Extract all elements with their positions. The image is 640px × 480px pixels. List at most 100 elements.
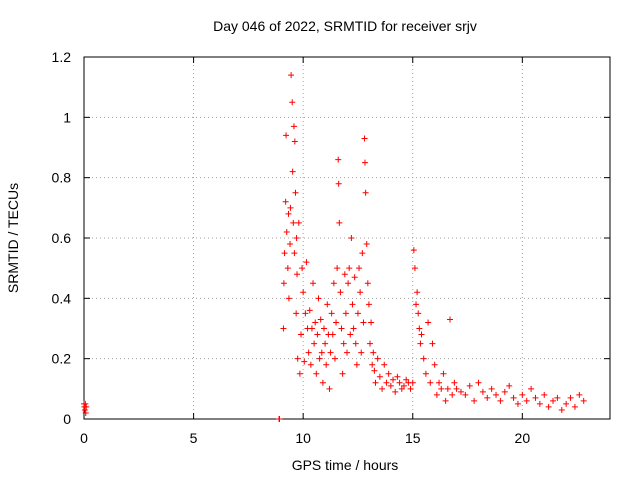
- data-point: [447, 316, 454, 323]
- data-point: [363, 241, 370, 248]
- data-point: [333, 319, 340, 326]
- data-point: [322, 340, 329, 347]
- data-point: [523, 397, 530, 404]
- data-point: [415, 310, 422, 317]
- data-point: [413, 301, 420, 308]
- y-axis-label: SRMTID / TECUs: [5, 183, 21, 293]
- data-point: [311, 340, 318, 347]
- data-point: [297, 331, 304, 338]
- data-point: [291, 138, 298, 145]
- data-point: [510, 394, 517, 401]
- data-point: [313, 370, 320, 377]
- data-point: [418, 331, 425, 338]
- data-point: [479, 388, 486, 395]
- data-point: [353, 361, 360, 368]
- data-point: [471, 397, 478, 404]
- data-point: [466, 382, 473, 389]
- data-point: [554, 394, 561, 401]
- data-point: [336, 219, 343, 226]
- data-point: [444, 385, 451, 392]
- data-point: [372, 379, 379, 386]
- data-point: [364, 280, 371, 287]
- data-point: [281, 250, 288, 257]
- data-point: [356, 265, 363, 272]
- data-point: [381, 361, 388, 368]
- data-point: [82, 400, 89, 407]
- data-point: [318, 349, 325, 356]
- y-tick-label: 0.2: [52, 351, 72, 367]
- data-point: [335, 156, 342, 163]
- data-point: [293, 235, 300, 241]
- data-point: [563, 400, 570, 407]
- data-point: [319, 379, 326, 386]
- data-point: [284, 265, 291, 272]
- data-point: [292, 189, 299, 196]
- data-point: [361, 159, 368, 166]
- data-point: [362, 189, 369, 196]
- data-point: [475, 379, 482, 386]
- data-point: [306, 307, 313, 314]
- data-point: [339, 370, 346, 377]
- data-point: [371, 367, 378, 374]
- data-point: [407, 385, 414, 392]
- data-point: [484, 394, 491, 401]
- data-point: [307, 361, 314, 368]
- data-point: [301, 358, 308, 365]
- data-point: [331, 355, 338, 362]
- data-point: [440, 370, 447, 377]
- data-point: [541, 391, 548, 398]
- data-point: [303, 259, 310, 266]
- data-point: [368, 319, 375, 326]
- data-point: [558, 406, 565, 413]
- data-point: [329, 331, 336, 338]
- data-point: [288, 72, 295, 79]
- data-point: [324, 301, 331, 308]
- data-point: [385, 370, 392, 377]
- data-point: [283, 132, 290, 139]
- data-point: [291, 250, 298, 257]
- data-point: [416, 325, 423, 332]
- data-point: [359, 250, 366, 257]
- data-point: [293, 310, 300, 317]
- data-point: [360, 319, 367, 326]
- data-point: [308, 325, 315, 332]
- data-point: [314, 331, 321, 338]
- data-point: [433, 391, 440, 398]
- data-point: [276, 416, 283, 422]
- data-point: [338, 325, 345, 332]
- x-tick-label: 15: [405, 430, 421, 446]
- data-point: [528, 385, 535, 392]
- data-point: [290, 219, 297, 226]
- data-point: [305, 349, 312, 356]
- data-point: [290, 123, 297, 130]
- data-point: [299, 265, 306, 272]
- data-point: [365, 301, 372, 308]
- data-point: [315, 295, 322, 302]
- data-point: [283, 228, 290, 235]
- data-point: [453, 385, 460, 392]
- data-point: [334, 265, 341, 272]
- data-point: [410, 247, 417, 254]
- data-point: [350, 325, 357, 332]
- data-point: [310, 280, 317, 287]
- data-point: [420, 355, 427, 362]
- chart-title: Day 046 of 2022, SRMTID for receiver srj…: [213, 18, 477, 34]
- data-point: [320, 325, 327, 332]
- data-point: [287, 241, 294, 248]
- data-point: [376, 373, 383, 380]
- data-point: [501, 388, 508, 395]
- data-point: [280, 325, 287, 332]
- data-point: [83, 403, 90, 410]
- data-point: [414, 289, 421, 296]
- data-point: [347, 331, 354, 338]
- data-point: [550, 397, 557, 404]
- x-tick-label: 5: [190, 430, 198, 446]
- data-point: [383, 379, 390, 386]
- data-point: [367, 340, 374, 347]
- data-point: [82, 409, 89, 416]
- plot-frame: [83, 56, 611, 420]
- x-tick-label: 20: [515, 430, 531, 446]
- data-point: [431, 361, 438, 368]
- data-point: [326, 385, 333, 392]
- data-point: [438, 385, 445, 392]
